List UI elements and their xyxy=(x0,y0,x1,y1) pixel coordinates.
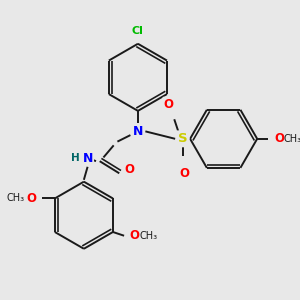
Text: O: O xyxy=(179,167,190,180)
Text: CH₃: CH₃ xyxy=(7,194,25,203)
Text: H: H xyxy=(71,153,80,164)
Text: CH₃: CH₃ xyxy=(139,231,157,241)
Text: N: N xyxy=(82,152,93,165)
Text: S: S xyxy=(178,132,188,145)
Text: O: O xyxy=(274,132,284,145)
Text: O: O xyxy=(164,98,174,111)
Text: O: O xyxy=(125,163,135,176)
Text: CH₃: CH₃ xyxy=(283,134,300,144)
Text: Cl: Cl xyxy=(132,26,144,36)
Text: N: N xyxy=(133,125,143,138)
Text: O: O xyxy=(130,229,140,242)
Text: O: O xyxy=(26,192,36,205)
